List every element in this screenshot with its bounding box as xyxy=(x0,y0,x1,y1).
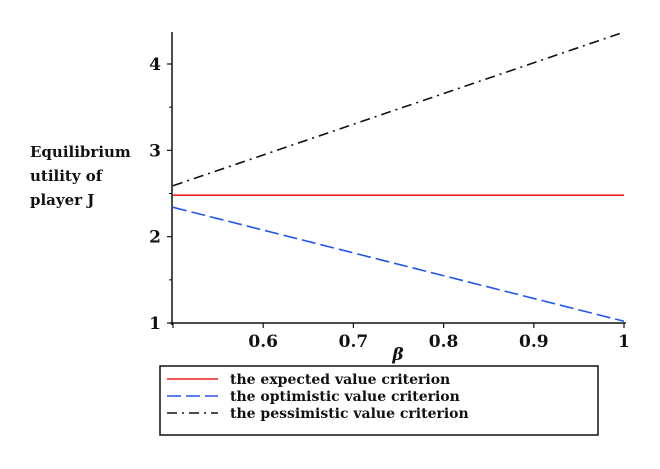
y-axis-label-line: Equilibrium xyxy=(30,143,131,161)
y-tick-label: 1 xyxy=(149,314,161,334)
series-line-dash xyxy=(172,206,625,323)
x-tick-label: 0.8 xyxy=(429,332,459,352)
x-tick-label: 0.7 xyxy=(339,332,369,352)
y-tick-label: 3 xyxy=(149,141,161,161)
x-axis-label: β xyxy=(391,345,403,365)
legend-label: the expected value criterion xyxy=(230,372,450,388)
y-tick-label: 2 xyxy=(149,228,161,248)
legend-box xyxy=(159,365,599,436)
legend-label: the optimistic value criterion xyxy=(230,389,460,405)
legend-label: the pessimistic value criterion xyxy=(230,406,469,422)
y-axis-label: Equilibrium utility of player J xyxy=(30,143,131,209)
x-tick-label: 0.6 xyxy=(248,332,278,352)
y-tick-label: 4 xyxy=(149,55,161,75)
x-tick-label: 1 xyxy=(618,332,630,352)
y-axis-label-line: player J xyxy=(30,191,94,209)
y-axis-label-line: utility of xyxy=(30,167,104,185)
x-tick-label: 0.9 xyxy=(519,332,549,352)
series-line-dashdot xyxy=(172,31,625,187)
